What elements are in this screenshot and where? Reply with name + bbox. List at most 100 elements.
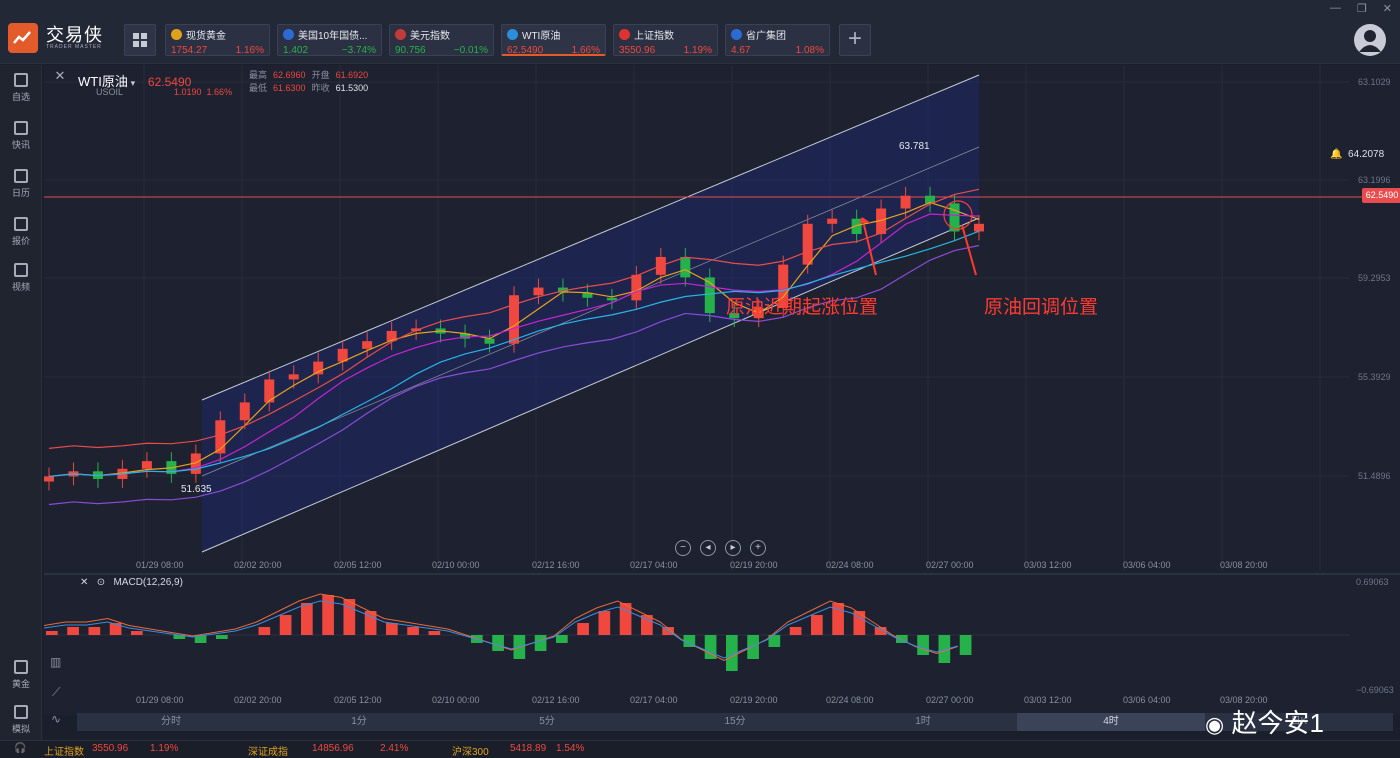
sidebar-item[interactable]: 模拟 bbox=[0, 705, 42, 735]
tab-name: 美国10年国债... bbox=[298, 31, 368, 42]
sidebar-item[interactable]: 黄金 bbox=[0, 660, 42, 690]
avatar[interactable] bbox=[1354, 24, 1386, 56]
timeframe-option[interactable]: 1分 bbox=[351, 716, 367, 727]
tab-price: 4.67 bbox=[731, 45, 751, 56]
alert-price: 64.2078 bbox=[1348, 149, 1385, 160]
sidebar-item[interactable]: 快讯 bbox=[0, 121, 42, 151]
macd-bar bbox=[534, 635, 547, 651]
minimize-icon[interactable]: — bbox=[1329, 2, 1341, 14]
timeframe-bar: 分时 1分 5分 15分 1时 4时 日K bbox=[77, 713, 1393, 731]
macd-bar bbox=[109, 623, 122, 635]
trend-channel bbox=[202, 75, 979, 552]
symbol-name: WTI原油 bbox=[78, 74, 128, 89]
grid-menu-button[interactable] bbox=[124, 24, 156, 56]
prev-close-value: 61.5300 bbox=[335, 83, 369, 93]
time-tick: 02/24 08:00 bbox=[826, 695, 874, 705]
time-tick: 02/19 20:00 bbox=[730, 560, 778, 570]
settings-icon[interactable]: ⊙ bbox=[96, 577, 106, 588]
candle-body bbox=[949, 203, 960, 232]
chart-type-icon[interactable]: ∿ bbox=[51, 712, 62, 726]
time-tick: 02/05 12:00 bbox=[334, 695, 382, 705]
sidebar-item[interactable]: 自选 bbox=[0, 73, 42, 103]
time-tick: 02/17 04:00 bbox=[630, 560, 678, 570]
status-name[interactable]: 沪深300 bbox=[452, 747, 489, 758]
time-tick: 02/10 00:00 bbox=[432, 560, 480, 570]
candle-body bbox=[974, 223, 984, 232]
draw-line-icon[interactable]: ⟋ bbox=[52, 685, 61, 699]
pullback-circle bbox=[943, 200, 973, 230]
user-icon bbox=[1359, 30, 1381, 52]
macd-bar bbox=[173, 635, 186, 639]
quote-tab[interactable]: WTI原油 62.5490 1.66% bbox=[501, 24, 606, 56]
top-bar: 交易侠 TRADER MASTER 现货黄金 1754.27 1.16% 美国10年国… bbox=[0, 0, 1400, 64]
macd-tick-bottom: −0.69063 bbox=[1356, 685, 1394, 695]
status-name[interactable]: 上证指数 bbox=[44, 747, 84, 758]
macd-bar bbox=[832, 603, 844, 635]
quote-tab[interactable]: 省广集团 4.67 1.08% bbox=[725, 24, 830, 56]
tab-name: 现货黄金 bbox=[186, 31, 226, 42]
chevron-down-icon: ▾ bbox=[130, 78, 136, 88]
candle-body bbox=[900, 195, 911, 209]
tab-price: 1.402 bbox=[283, 45, 309, 56]
bell-icon[interactable]: 🔔 bbox=[1330, 149, 1343, 160]
scroll-right-icon[interactable]: ▸ bbox=[725, 540, 741, 556]
time-tick: 01/29 08:00 bbox=[136, 560, 184, 570]
price-tick: 51.4896 bbox=[1358, 471, 1391, 481]
time-tick: 02/12 16:00 bbox=[532, 695, 580, 705]
symbol-price: 62.5490 bbox=[147, 75, 192, 89]
macd-dea bbox=[44, 600, 958, 659]
boll-lower bbox=[48, 244, 980, 506]
restore-icon[interactable]: ❐ bbox=[1356, 3, 1367, 15]
timeframe-option[interactable]: 15分 bbox=[724, 716, 746, 727]
sidebar-item[interactable]: 日历 bbox=[0, 169, 42, 199]
instrument-icon bbox=[507, 29, 518, 40]
time-tick: 02/10 00:00 bbox=[432, 695, 480, 705]
quote-tab[interactable]: 现货黄金 1754.27 1.16% bbox=[165, 24, 270, 56]
sidebar-item[interactable]: 报价 bbox=[0, 217, 42, 247]
chart-canvas[interactable] bbox=[44, 65, 1400, 715]
timeframe-option[interactable]: 5分 bbox=[539, 716, 555, 727]
candle-body bbox=[631, 274, 642, 301]
quote-tab[interactable]: 上证指数 3550.96 1.19% bbox=[613, 24, 718, 56]
close-icon[interactable]: ✕ bbox=[1382, 3, 1392, 15]
sidebar-item[interactable]: 视频 bbox=[0, 263, 42, 293]
sidebar-icon bbox=[14, 73, 28, 87]
candle-body bbox=[729, 313, 740, 319]
candle-body bbox=[44, 476, 54, 482]
time-tick: 02/27 00:00 bbox=[926, 695, 974, 705]
close-chart-icon[interactable]: ✕ bbox=[54, 68, 66, 83]
zoom-in-icon[interactable]: + bbox=[750, 540, 766, 556]
timeframe-option[interactable]: 日K bbox=[1290, 716, 1308, 727]
tab-name: WTI原油 bbox=[522, 31, 561, 42]
indicator-icon[interactable]: ▥ bbox=[50, 655, 62, 669]
sidebar-icon bbox=[14, 121, 28, 135]
add-tab-button[interactable]: + bbox=[839, 24, 871, 56]
macd-bar bbox=[556, 635, 568, 643]
time-tick: 02/02 20:00 bbox=[234, 695, 282, 705]
macd-bar bbox=[726, 635, 738, 671]
sidebar-icon bbox=[14, 705, 28, 719]
symbol-header[interactable]: WTI原油 ▾ 62.5490 USOIL 1.0190 1.66% bbox=[78, 71, 232, 97]
quote-tab[interactable]: 美元指数 90.756 −0.01% bbox=[389, 24, 494, 56]
weibo-logo-icon: ◉ bbox=[1205, 712, 1225, 737]
scroll-left-icon[interactable]: ◂ bbox=[700, 540, 716, 556]
status-bar: 🎧 上证指数 3550.96 1.19% 深证成指 14856.96 2.41% 沪深300… bbox=[0, 740, 1400, 758]
timeframe-option[interactable]: 分时 bbox=[161, 716, 181, 727]
time-tick: 03/06 04:00 bbox=[1123, 560, 1171, 570]
status-value: 14856.96 bbox=[312, 743, 354, 754]
quote-tab[interactable]: 美国10年国债... 1.402 −3.74% bbox=[277, 24, 382, 56]
timeframe-option[interactable]: 1时 bbox=[915, 716, 931, 727]
timeframe-option[interactable]: 4时 bbox=[1017, 713, 1205, 731]
zoom-out-icon[interactable]: − bbox=[675, 540, 691, 556]
macd-bar bbox=[194, 635, 207, 643]
candle-body bbox=[509, 295, 519, 344]
instrument-icon bbox=[731, 29, 742, 40]
headset-icon[interactable]: 🎧 bbox=[14, 743, 27, 754]
ohlc-panel: 最高 62.6960 开盘 61.6920 最低 61.6300 昨收 61.5300 bbox=[249, 70, 369, 93]
time-tick: 03/06 04:00 bbox=[1123, 695, 1171, 705]
close-macd-icon[interactable]: ✕ bbox=[80, 577, 89, 588]
status-name[interactable]: 深证成指 bbox=[248, 747, 288, 758]
left-sidebar: 自选快讯日历报价视频黄金模拟 bbox=[0, 65, 42, 740]
app-subtitle: TRADER MASTER bbox=[46, 44, 102, 50]
alert-line[interactable]: 🔔 64.2078 bbox=[1330, 149, 1384, 160]
